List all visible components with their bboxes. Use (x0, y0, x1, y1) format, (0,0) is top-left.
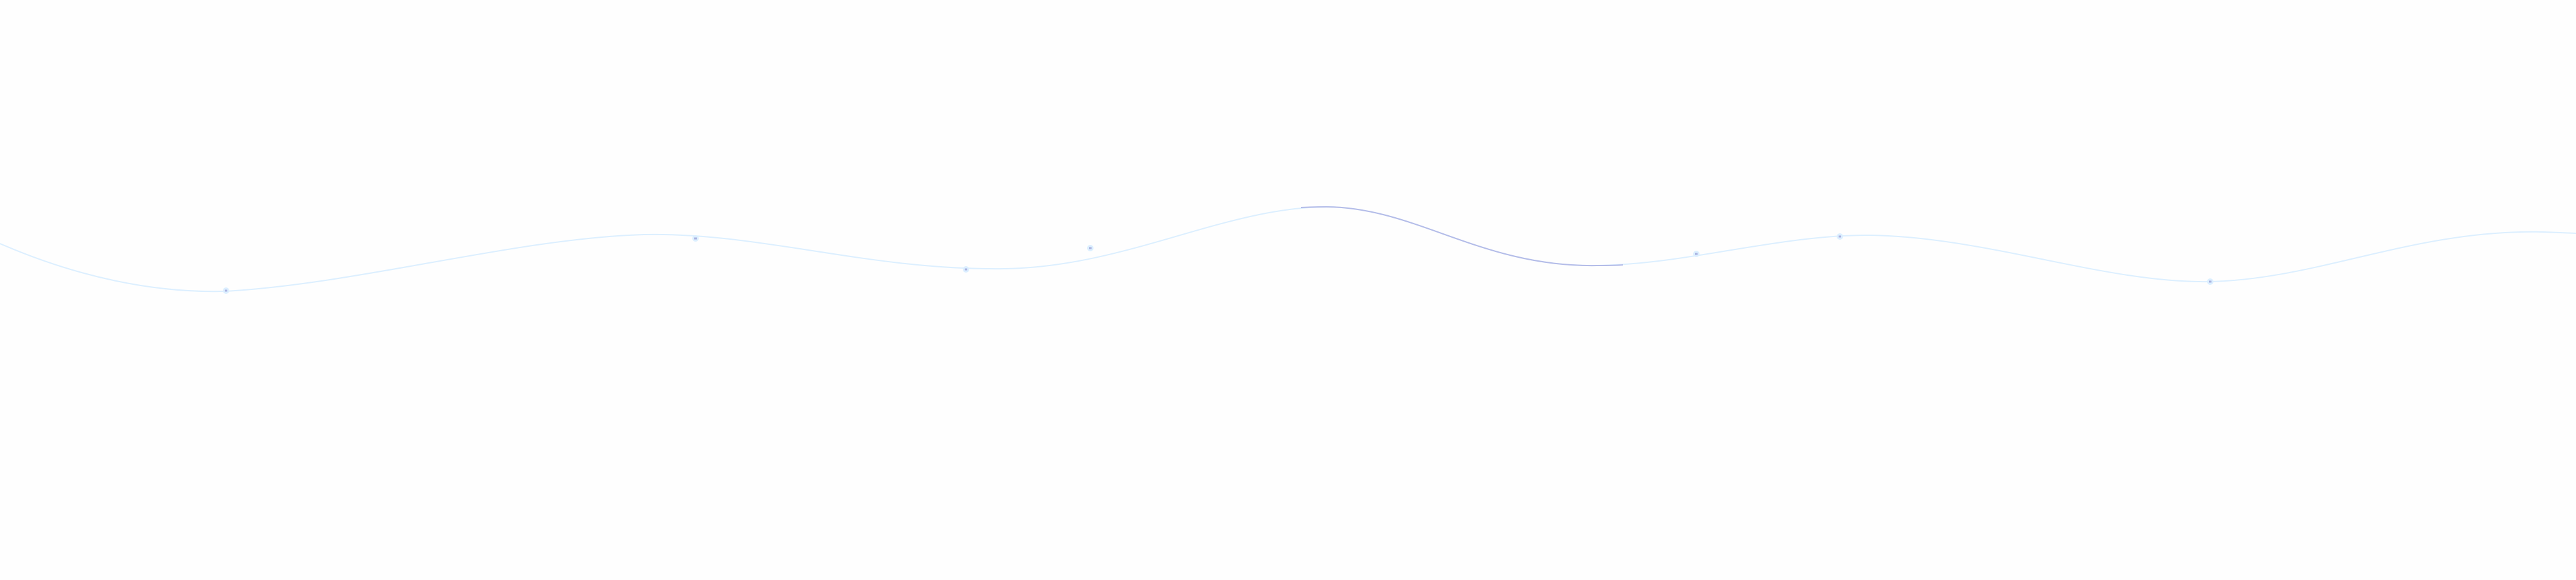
sparkle-dot (965, 268, 967, 271)
sparkle-dot (1089, 247, 1092, 249)
wave-line (0, 206, 2576, 293)
sparkles (223, 233, 2213, 294)
sparkle-dot (1839, 235, 1841, 238)
sparkle-dot (1695, 253, 1698, 255)
sparkle-dot (694, 237, 697, 240)
sparkle-dot (2209, 280, 2211, 283)
wave-highlight-segment (1300, 206, 1624, 267)
sparkle-dot (225, 289, 227, 292)
